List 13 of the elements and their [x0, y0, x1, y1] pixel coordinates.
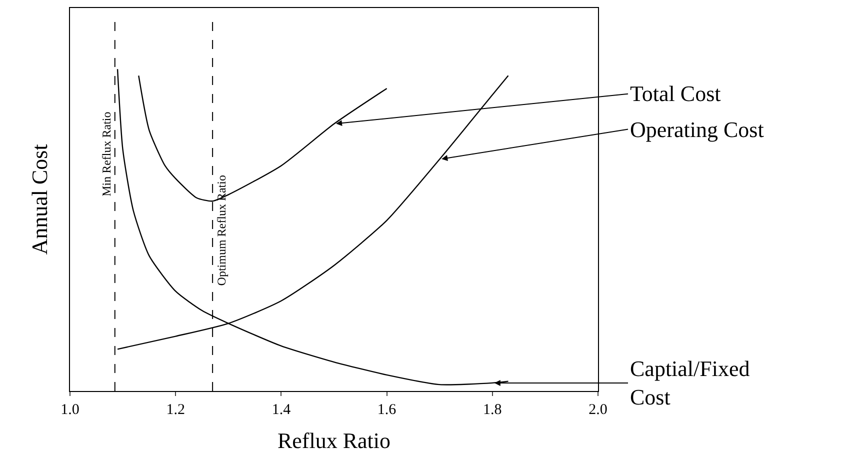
- x-tick-label: 1.2: [166, 402, 185, 418]
- x-axis-title: Reflux Ratio: [277, 428, 391, 453]
- x-tick-label: 1.4: [272, 402, 292, 418]
- x-tick-label: 1.0: [60, 402, 80, 418]
- y-axis-title: Annual Cost: [26, 144, 52, 255]
- x-tick-label: 1.6: [377, 402, 397, 418]
- ref-line-label: Min Reflux Ratio: [99, 112, 114, 196]
- annotation: Total Cost: [630, 81, 721, 106]
- x-tick-label: 1.8: [483, 402, 502, 418]
- annotation: Captial/Fixed Cost: [630, 356, 750, 410]
- annotation: Operating Cost: [630, 117, 764, 142]
- ref-line-label: Optimum Reflux Ratio: [214, 175, 228, 286]
- x-tick-label: 2.0: [588, 402, 608, 418]
